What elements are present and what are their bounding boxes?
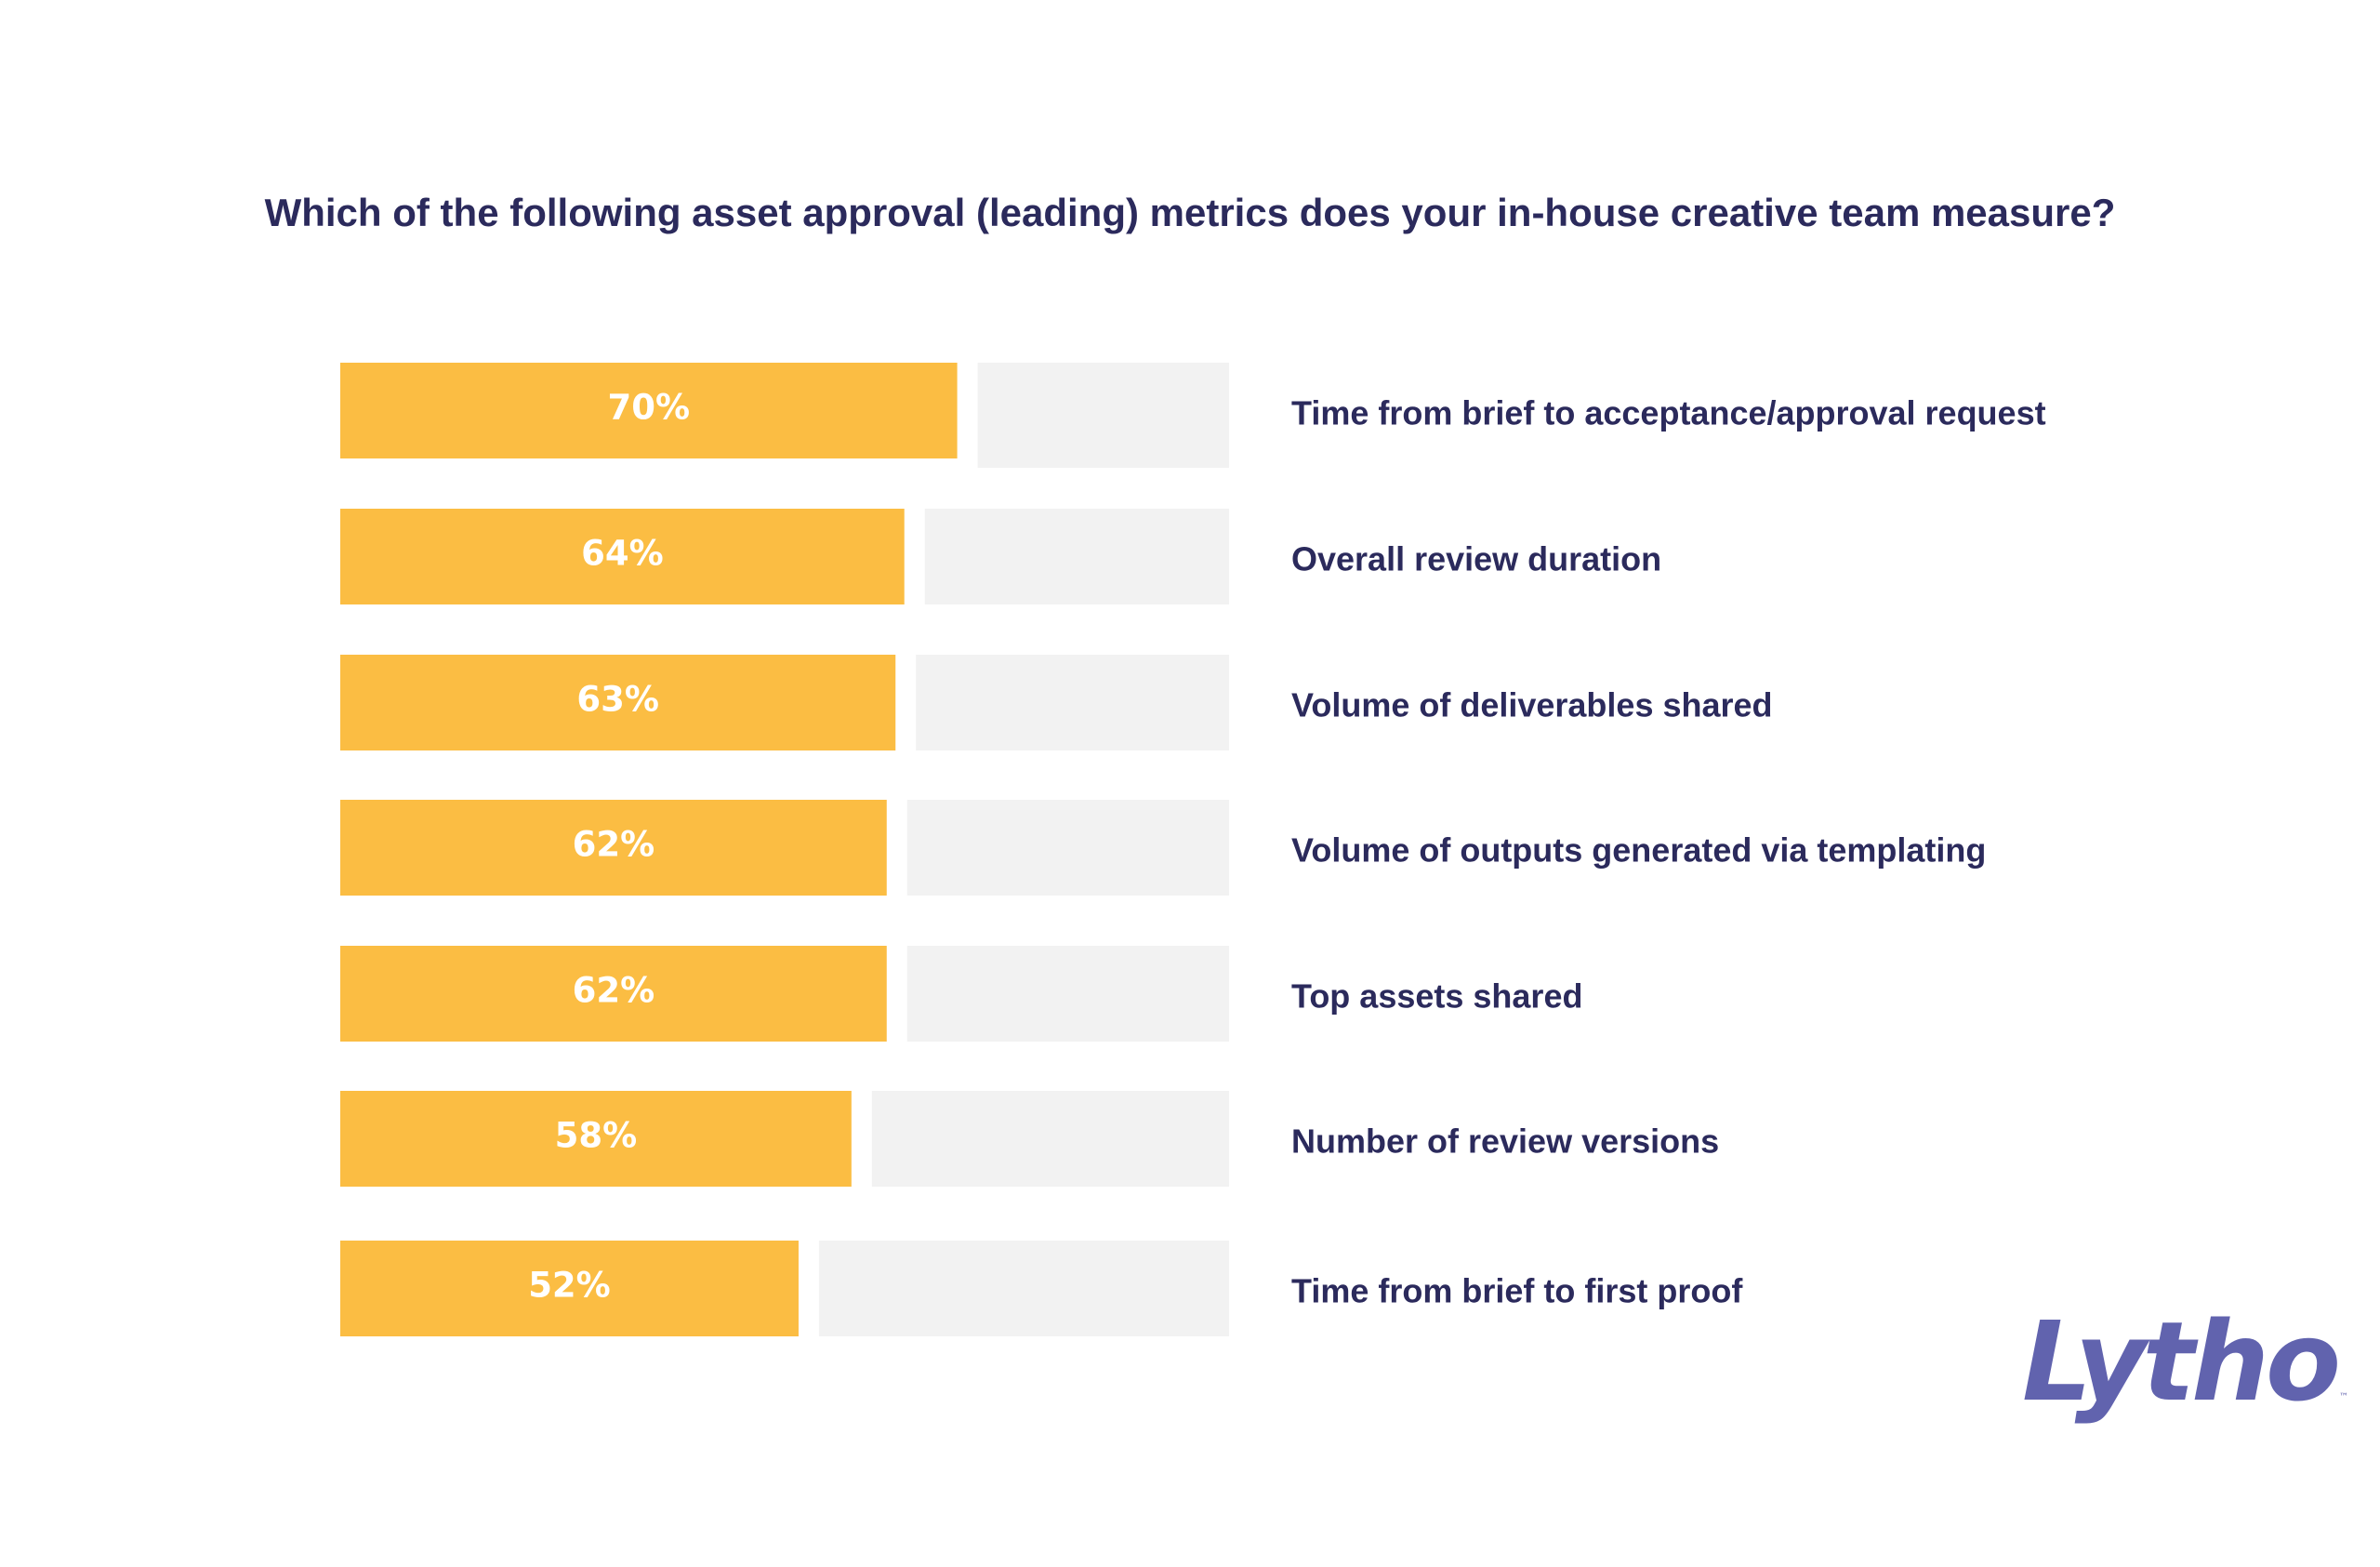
bar-remainder-5 <box>906 946 1229 1042</box>
bar-value-label-7: 52% <box>528 1266 611 1306</box>
bar-2 <box>340 509 905 604</box>
bar-remainder-3 <box>916 655 1229 750</box>
bar-remainder-2 <box>924 509 1229 604</box>
bar-remainder-4 <box>906 800 1229 896</box>
bar-value-label-2: 64% <box>581 534 664 574</box>
category-label-2: Overall review duration <box>1291 540 1661 578</box>
bar-value-label-3: 63% <box>576 680 659 720</box>
bar-value-label-6: 58% <box>555 1116 638 1156</box>
bar-4 <box>340 800 887 896</box>
bar-value-label-5: 62% <box>573 971 655 1011</box>
bar-5 <box>340 946 887 1042</box>
bar-remainder-6 <box>871 1091 1229 1187</box>
chart-title: Which of the following asset approval (l… <box>264 191 2116 234</box>
logo-text: Lytho <box>2022 1297 2341 1426</box>
bar-7 <box>340 1241 799 1336</box>
bar-remainder-7 <box>818 1241 1229 1336</box>
logo-trademark: ™ <box>2339 1392 2349 1402</box>
bar-value-label-4: 62% <box>573 825 655 865</box>
lytho-logo: Lytho ™ <box>2022 1307 2348 1416</box>
category-label-5: Top assets shared <box>1291 977 1582 1016</box>
bar-6 <box>340 1091 852 1187</box>
bars-layer: 70% Time from brief to acceptance/approva… <box>340 363 2046 1336</box>
category-label-1: Time from brief to acceptance/approval r… <box>1291 394 2046 432</box>
bar-remainder-1 <box>977 363 1229 468</box>
category-label-7: Time from brief to first proof <box>1291 1272 1743 1310</box>
category-label-3: Volume of deliverables shared <box>1291 686 1773 724</box>
bar-1 <box>340 363 958 458</box>
bar-3 <box>340 655 896 750</box>
category-label-4: Volume of outputs generated via templati… <box>1291 831 1986 870</box>
category-label-6: Number of review versions <box>1291 1122 1719 1161</box>
bar-value-label-1: 70% <box>608 388 691 428</box>
